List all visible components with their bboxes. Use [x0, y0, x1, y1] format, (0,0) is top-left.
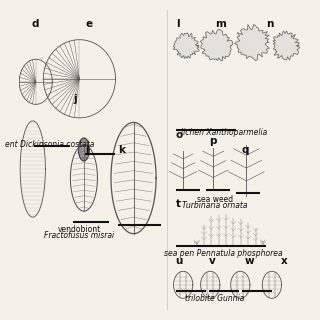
Text: Fractofusus misrai: Fractofusus misrai — [44, 231, 115, 240]
Text: lichen Xanthoparmelia: lichen Xanthoparmelia — [180, 128, 267, 137]
Text: i: i — [85, 145, 89, 155]
Text: k: k — [118, 145, 125, 155]
Text: sea pen Pennatula phosphorea: sea pen Pennatula phosphorea — [164, 249, 283, 258]
Text: vendobiont: vendobiont — [58, 225, 101, 234]
Text: o: o — [176, 130, 183, 140]
Text: ent Dickinsonia costata: ent Dickinsonia costata — [4, 140, 94, 149]
Text: d: d — [31, 19, 39, 29]
Polygon shape — [235, 24, 269, 61]
Text: trilobite Gunnia: trilobite Gunnia — [185, 294, 244, 303]
Text: Turbinaria ornata: Turbinaria ornata — [182, 201, 247, 210]
Text: n: n — [266, 19, 273, 29]
Text: p: p — [209, 136, 216, 146]
Polygon shape — [200, 29, 233, 61]
Text: u: u — [176, 256, 183, 266]
Text: w: w — [245, 256, 254, 266]
Polygon shape — [273, 31, 300, 60]
Text: l: l — [176, 19, 179, 29]
Text: t: t — [176, 199, 180, 209]
Text: m: m — [215, 19, 226, 29]
Text: x: x — [281, 256, 288, 266]
Text: q: q — [242, 145, 249, 155]
Text: v: v — [209, 256, 215, 266]
Text: e: e — [85, 19, 92, 29]
Polygon shape — [78, 138, 89, 161]
Text: j: j — [73, 94, 77, 104]
Polygon shape — [173, 33, 199, 59]
Text: sea weed: sea weed — [197, 195, 233, 204]
